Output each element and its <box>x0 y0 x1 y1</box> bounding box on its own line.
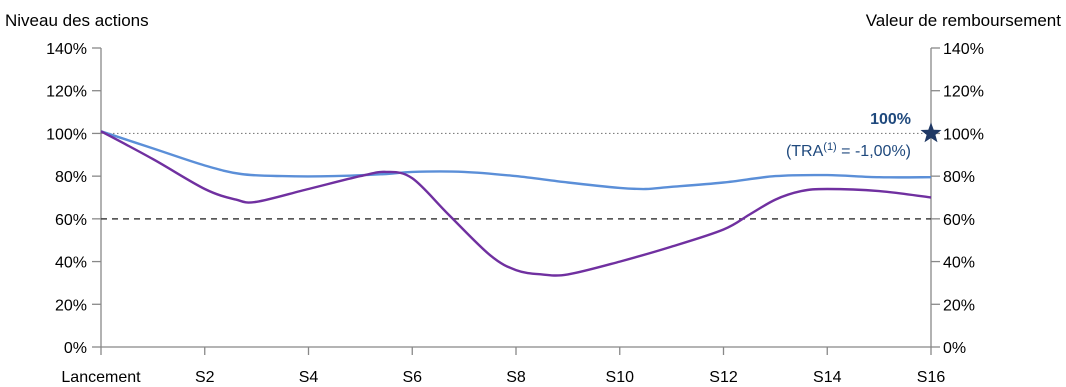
annotation-tra-suffix: = -1,00%) <box>837 143 911 160</box>
x-tick-label: S8 <box>506 369 526 386</box>
annotation-tra-sup: (1) <box>823 141 836 153</box>
y-axis-title-left: Niveau des actions <box>5 11 149 30</box>
y-tick-label-right: 100% <box>943 126 984 143</box>
y-tick-label-right: 80% <box>943 169 975 186</box>
x-tick-labels: Lancement S2 S4 S6 S8 S10 S12 S14 S16 <box>61 369 945 386</box>
x-tick-label: S6 <box>402 369 422 386</box>
annotation-tra: (TRA(1) = -1,00%) <box>786 141 911 160</box>
y-tick-label-left: 40% <box>55 255 87 272</box>
x-tick-label: S12 <box>709 369 738 386</box>
series-group <box>100 130 932 277</box>
series-line-blue <box>100 130 932 191</box>
y-tick-label-left: 80% <box>55 169 87 186</box>
y-tick-label-right: 0% <box>943 340 966 357</box>
star-icon <box>920 122 942 143</box>
y-tick-label-right: 40% <box>943 255 975 272</box>
x-tick-label: S4 <box>299 369 319 386</box>
x-tick-label: S16 <box>917 369 946 386</box>
y-tick-label-right: 140% <box>943 41 984 58</box>
y-tick-label-left: 0% <box>64 340 87 357</box>
star-marker <box>920 122 942 143</box>
y-tick-label-left: 20% <box>55 297 87 314</box>
annotation-tra-prefix: (TRA <box>786 143 824 160</box>
axes <box>92 47 940 355</box>
y-tick-labels-right: 0% 20% 40% 60% 80% 100% 120% 140% <box>943 41 984 357</box>
y-tick-label-right: 20% <box>943 297 975 314</box>
x-tick-label: S14 <box>813 369 842 386</box>
x-tick-label: Lancement <box>61 369 141 386</box>
y-tick-label-left: 60% <box>55 212 87 229</box>
y-axis-title-right: Valeur de remboursement <box>866 11 1062 30</box>
y-tick-label-right: 120% <box>943 84 984 101</box>
y-tick-label-left: 120% <box>46 84 87 101</box>
y-tick-labels-left: 0% 20% 40% 60% 80% 100% 120% 140% <box>46 41 87 357</box>
series-line-purple <box>100 130 932 277</box>
x-tick-label: S2 <box>195 369 215 386</box>
y-tick-label-left: 140% <box>46 41 87 58</box>
y-tick-label-right: 60% <box>943 212 975 229</box>
y-tick-label-left: 100% <box>46 126 87 143</box>
x-tick-label: S10 <box>606 369 635 386</box>
annotation-value: 100% <box>870 111 911 128</box>
